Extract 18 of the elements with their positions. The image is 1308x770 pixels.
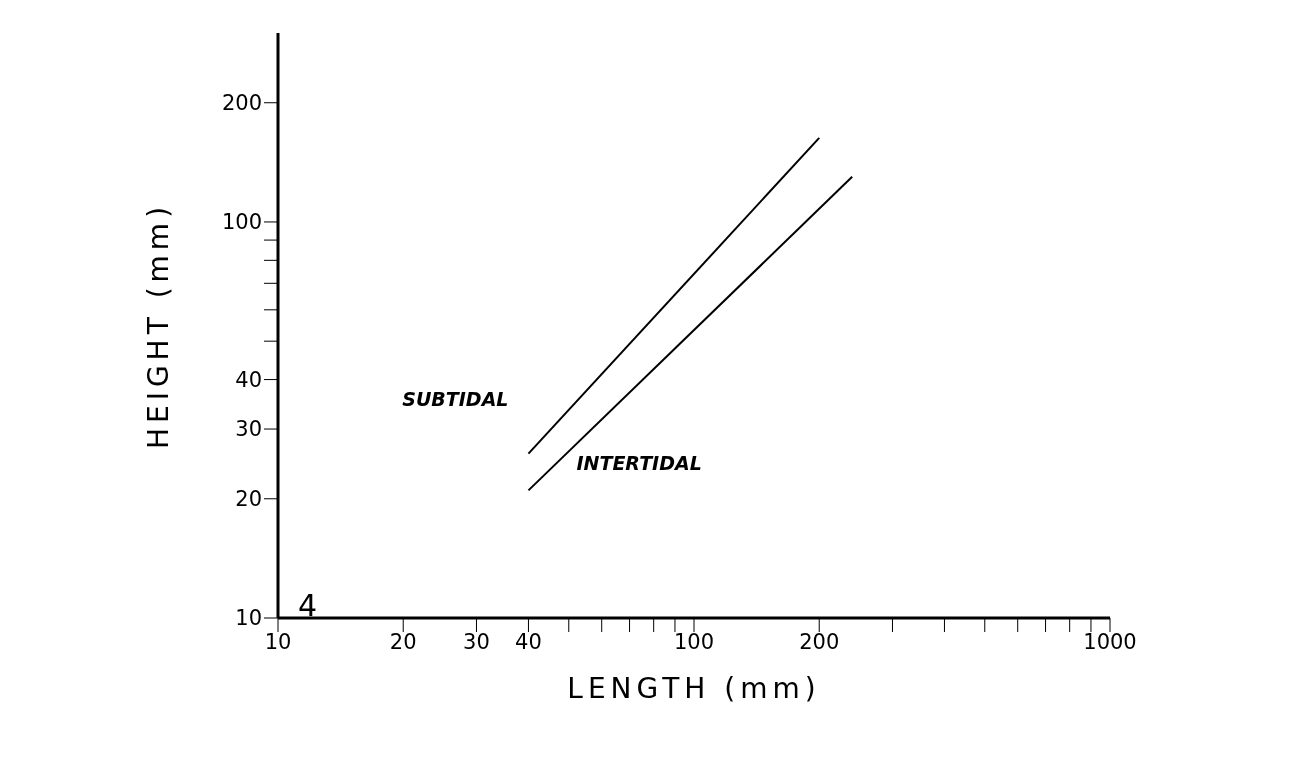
y-tick-label: 30 bbox=[235, 417, 262, 442]
x-axis-title: LENGTH (mm) bbox=[567, 672, 821, 705]
y-tick-label: 40 bbox=[235, 368, 262, 393]
x-tick-label: 200 bbox=[799, 629, 840, 654]
x-tick-label: 100 bbox=[673, 629, 715, 654]
y-tick-label: 100 bbox=[221, 210, 262, 235]
annotation: 4 bbox=[298, 588, 318, 623]
x-tick-label: 1000 bbox=[1083, 629, 1137, 654]
x-tick-label: 10 bbox=[264, 629, 292, 654]
text: SUBTIDAL bbox=[402, 387, 509, 410]
y-tick-label: 20 bbox=[235, 487, 262, 512]
x-tick-label: 30 bbox=[463, 629, 490, 654]
x-tick-label: 40 bbox=[515, 629, 542, 654]
y-axis-title: HEIGHT (mm) bbox=[141, 201, 175, 450]
series-label: INTERTIDAL bbox=[576, 452, 702, 475]
x-tick-label: 20 bbox=[389, 629, 417, 654]
y-tick-label: 200 bbox=[221, 91, 262, 116]
y-tick-label: 10 bbox=[235, 606, 262, 631]
